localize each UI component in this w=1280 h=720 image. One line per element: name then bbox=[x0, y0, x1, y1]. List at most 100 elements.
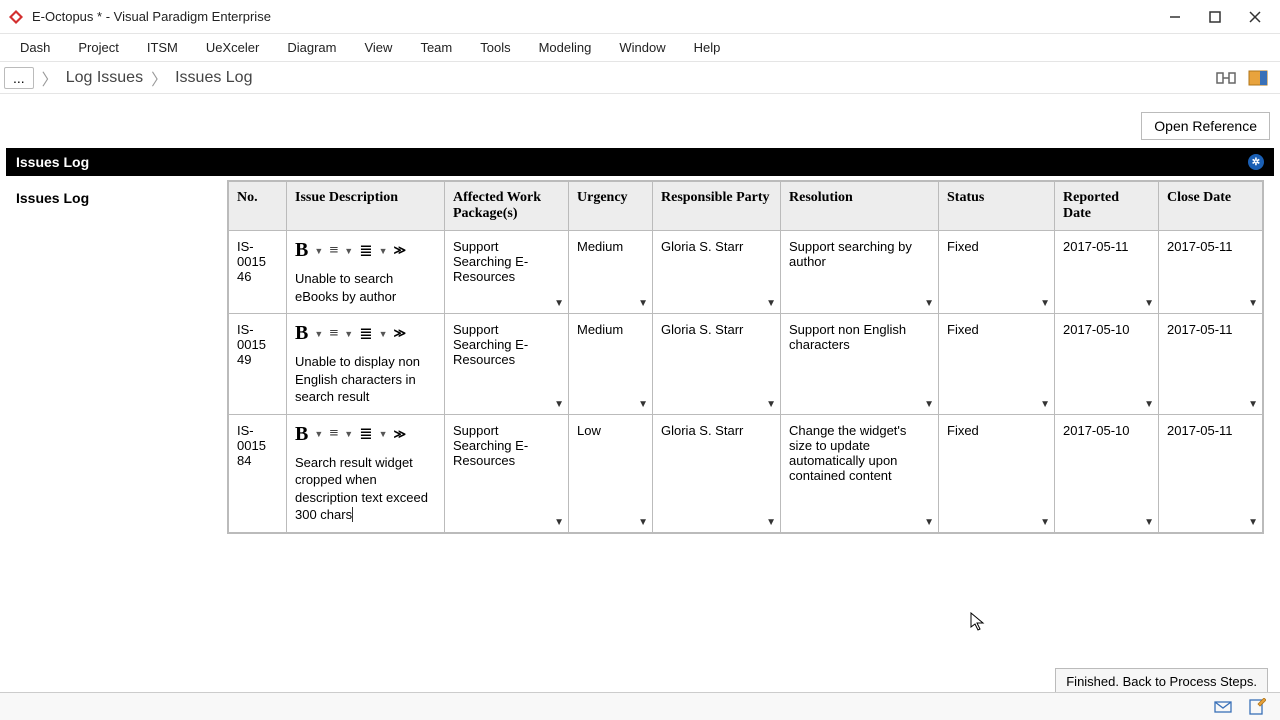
dropdown-icon[interactable]: ▼ bbox=[344, 329, 353, 339]
cell-urgency[interactable]: Medium▼ bbox=[569, 231, 653, 314]
menu-diagram[interactable]: Diagram bbox=[287, 40, 336, 55]
cell-resolution[interactable]: Support searching by author▼ bbox=[781, 231, 939, 314]
cell-status[interactable]: Fixed▼ bbox=[939, 414, 1055, 532]
cell-closed[interactable]: 2017-05-11▼ bbox=[1159, 414, 1263, 532]
rich-text-toolbar: B ▼ ≡ ▼ ≣ ▼ ≫ bbox=[295, 423, 436, 446]
menu-team[interactable]: Team bbox=[420, 40, 452, 55]
cell-responsible[interactable]: Gloria S. Starr▼ bbox=[653, 314, 781, 415]
cell-resolution[interactable]: Support non English characters▼ bbox=[781, 314, 939, 415]
dropdown-icon[interactable]: ▼ bbox=[766, 517, 776, 528]
dropdown-icon[interactable]: ▼ bbox=[1144, 298, 1154, 309]
menu-modeling[interactable]: Modeling bbox=[539, 40, 592, 55]
cell-closed[interactable]: 2017-05-11▼ bbox=[1159, 314, 1263, 415]
edit-icon[interactable] bbox=[1248, 698, 1266, 716]
dropdown-icon[interactable]: ▼ bbox=[314, 329, 323, 339]
cell-status[interactable]: Fixed▼ bbox=[939, 231, 1055, 314]
mail-icon[interactable] bbox=[1214, 698, 1232, 716]
cell-description[interactable]: B ▼ ≡ ▼ ≣ ▼ ≫ Unable to display non English cha… bbox=[287, 314, 445, 415]
cell-responsible[interactable]: Gloria S. Starr▼ bbox=[653, 414, 781, 532]
breadcrumb-root[interactable]: ... bbox=[4, 67, 34, 89]
list-button[interactable]: ≣ bbox=[359, 241, 372, 261]
description-text[interactable]: Unable to search eBooks by author bbox=[295, 270, 436, 305]
menu-dash[interactable]: Dash bbox=[20, 40, 50, 55]
dropdown-icon[interactable]: ▼ bbox=[1144, 399, 1154, 410]
dropdown-icon[interactable]: ▼ bbox=[638, 298, 648, 309]
bold-button[interactable]: B bbox=[295, 423, 308, 446]
dropdown-icon[interactable]: ▼ bbox=[379, 329, 388, 339]
dropdown-icon[interactable]: ▼ bbox=[638, 399, 648, 410]
cell-urgency[interactable]: Medium▼ bbox=[569, 314, 653, 415]
dropdown-icon[interactable]: ▼ bbox=[379, 429, 388, 439]
menu-uexceler[interactable]: UeXceler bbox=[206, 40, 259, 55]
layout-icon[interactable] bbox=[1216, 68, 1236, 88]
dropdown-icon[interactable]: ▼ bbox=[1144, 517, 1154, 528]
align-button[interactable]: ≡ bbox=[329, 325, 338, 343]
maximize-button[interactable] bbox=[1204, 6, 1226, 28]
bold-button[interactable]: B bbox=[295, 322, 308, 345]
dropdown-icon[interactable]: ▼ bbox=[314, 429, 323, 439]
menu-window[interactable]: Window bbox=[619, 40, 665, 55]
dropdown-icon[interactable]: ▼ bbox=[1248, 517, 1258, 528]
cell-urgency[interactable]: Low▼ bbox=[569, 414, 653, 532]
more-button[interactable]: ≫ bbox=[394, 427, 407, 442]
menu-itsm[interactable]: ITSM bbox=[147, 40, 178, 55]
dropdown-icon[interactable]: ▼ bbox=[379, 246, 388, 256]
more-button[interactable]: ≫ bbox=[394, 243, 407, 258]
dropdown-icon[interactable]: ▼ bbox=[766, 399, 776, 410]
cell-description[interactable]: B ▼ ≡ ▼ ≣ ▼ ≫ Unable to search eBooks by author bbox=[287, 231, 445, 314]
menu-help[interactable]: Help bbox=[694, 40, 721, 55]
dropdown-icon[interactable]: ▼ bbox=[1040, 399, 1050, 410]
cell-closed[interactable]: 2017-05-11▼ bbox=[1159, 231, 1263, 314]
bold-button[interactable]: B bbox=[295, 239, 308, 262]
cell-responsible[interactable]: Gloria S. Starr▼ bbox=[653, 231, 781, 314]
close-button[interactable] bbox=[1244, 6, 1266, 28]
cell-affected[interactable]: Support Searching E-Resources▼ bbox=[445, 231, 569, 314]
menu-tools[interactable]: Tools bbox=[480, 40, 510, 55]
dropdown-icon[interactable]: ▼ bbox=[554, 517, 564, 528]
dropdown-icon[interactable]: ▼ bbox=[1248, 399, 1258, 410]
list-button[interactable]: ≣ bbox=[359, 424, 372, 444]
col-reported: Reported Date bbox=[1055, 182, 1159, 231]
cell-resolution[interactable]: Change the widget's size to update autom… bbox=[781, 414, 939, 532]
dropdown-icon[interactable]: ▼ bbox=[924, 399, 934, 410]
more-button[interactable]: ≫ bbox=[394, 326, 407, 341]
panel-icon[interactable] bbox=[1248, 68, 1268, 88]
align-button[interactable]: ≡ bbox=[329, 425, 338, 443]
dropdown-icon[interactable]: ▼ bbox=[344, 246, 353, 256]
col-affected: Affected Work Package(s) bbox=[445, 182, 569, 231]
description-text[interactable]: Search result widget cropped when descri… bbox=[295, 454, 436, 524]
col-urgency: Urgency bbox=[569, 182, 653, 231]
menu-project[interactable]: Project bbox=[78, 40, 118, 55]
cell-status[interactable]: Fixed▼ bbox=[939, 314, 1055, 415]
chevron-right-icon: 〉 bbox=[42, 66, 58, 90]
dropdown-icon[interactable]: ▼ bbox=[554, 298, 564, 309]
cell-reported[interactable]: 2017-05-11▼ bbox=[1055, 231, 1159, 314]
dropdown-icon[interactable]: ▼ bbox=[924, 517, 934, 528]
description-text[interactable]: Unable to display non English characters… bbox=[295, 353, 436, 406]
cell-affected[interactable]: Support Searching E-Resources▼ bbox=[445, 314, 569, 415]
dropdown-icon[interactable]: ▼ bbox=[554, 399, 564, 410]
cell-description[interactable]: B ▼ ≡ ▼ ≣ ▼ ≫ Search result widget cropped when… bbox=[287, 414, 445, 532]
dropdown-icon[interactable]: ▼ bbox=[924, 298, 934, 309]
cell-reported[interactable]: 2017-05-10▼ bbox=[1055, 314, 1159, 415]
dropdown-icon[interactable]: ▼ bbox=[314, 246, 323, 256]
dropdown-icon[interactable]: ▼ bbox=[1040, 517, 1050, 528]
list-button[interactable]: ≣ bbox=[359, 324, 372, 344]
dropdown-icon[interactable]: ▼ bbox=[1248, 298, 1258, 309]
cell-reported[interactable]: 2017-05-10▼ bbox=[1055, 414, 1159, 532]
cell-affected[interactable]: Support Searching E-Resources▼ bbox=[445, 414, 569, 532]
dropdown-icon[interactable]: ▼ bbox=[766, 298, 776, 309]
col-desc: Issue Description bbox=[287, 182, 445, 231]
breadcrumb-item[interactable]: Issues Log bbox=[171, 69, 256, 87]
dropdown-icon[interactable]: ▼ bbox=[638, 517, 648, 528]
minimize-button[interactable] bbox=[1164, 6, 1186, 28]
gear-icon[interactable]: ✲ bbox=[1248, 154, 1264, 170]
dropdown-icon[interactable]: ▼ bbox=[1040, 298, 1050, 309]
open-reference-button[interactable]: Open Reference bbox=[1141, 112, 1270, 140]
align-button[interactable]: ≡ bbox=[329, 242, 338, 260]
menu-view[interactable]: View bbox=[364, 40, 392, 55]
breadcrumb-item[interactable]: Log Issues bbox=[62, 69, 147, 87]
finished-button[interactable]: Finished. Back to Process Steps. bbox=[1055, 668, 1268, 695]
dropdown-icon[interactable]: ▼ bbox=[344, 429, 353, 439]
app-logo-icon bbox=[8, 9, 24, 25]
